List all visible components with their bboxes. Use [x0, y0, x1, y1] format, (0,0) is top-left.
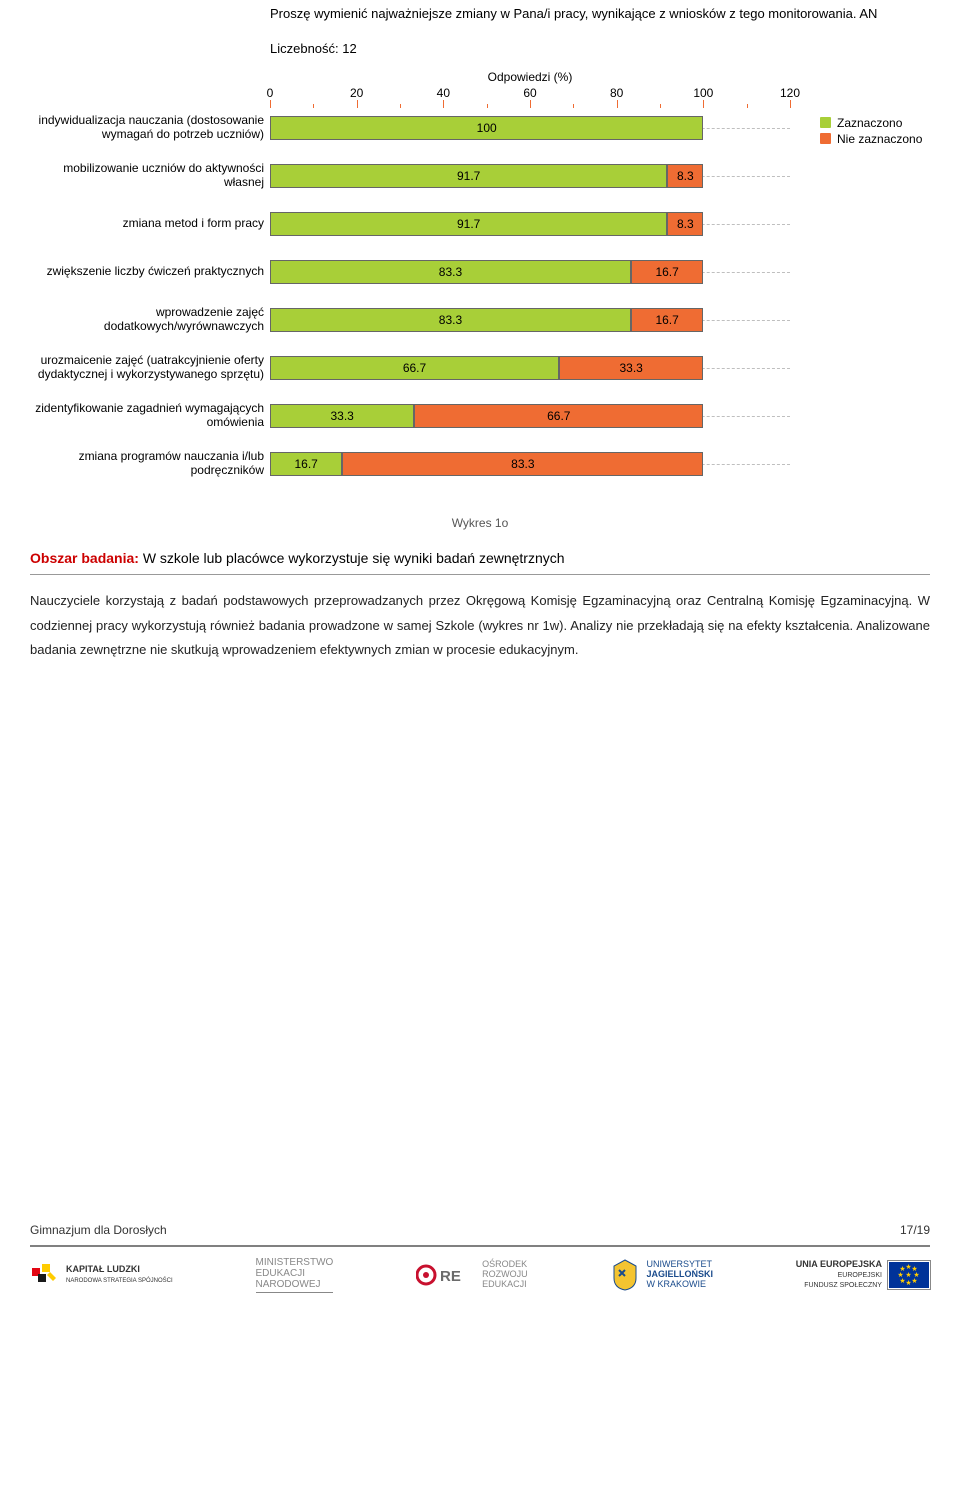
bar-segment-yes: 33.3: [270, 404, 414, 428]
bar-segment-yes: 100: [270, 116, 703, 140]
logo-men: MINISTERSTWO EDUKACJI NARODOWEJ: [256, 1257, 334, 1293]
legend-swatch: [820, 133, 831, 144]
chart-rows: indywidualizacja nauczania (dostosowanie…: [30, 104, 790, 488]
row-label: indywidualizacja nauczania (dostosowanie…: [30, 114, 270, 142]
bar-segment-no: 16.7: [631, 308, 703, 332]
row-label: zmiana programów nauczania i/lub podręcz…: [30, 450, 270, 478]
uj-text: UNIWERSYTET JAGIELLOŃSKI W KRAKOWIE: [646, 1260, 713, 1290]
row-label: wprowadzenie zajęć dodatkowych/wyrównawc…: [30, 306, 270, 334]
legend-label: Nie zaznaczono: [837, 132, 922, 146]
logo-ore: RE OŚRODEK ROZWOJU EDUKACJI: [416, 1260, 528, 1290]
chart-container: Proszę wymienić najważniejsze zmiany w P…: [30, 6, 930, 488]
row-label: urozmaicenie zajęć (uatrakcyjnienie ofer…: [30, 354, 270, 382]
legend-item: Zaznaczono: [820, 116, 922, 130]
footer-left: Gimnazjum dla Dorosłych: [30, 1223, 167, 1237]
axis-top: 020406080100120: [270, 86, 790, 104]
body-text: Nauczyciele korzystają z badań podstawow…: [30, 589, 930, 663]
logo-kapital: KAPITAŁ LUDZKI NARODOWA STRATEGIA SPÓJNO…: [30, 1260, 173, 1290]
section-divider: [30, 574, 930, 575]
eu-flag-icon: [888, 1261, 930, 1289]
legend-item: Nie zaznaczono: [820, 132, 922, 146]
axis-tick-label: 120: [780, 86, 800, 100]
row-label: zwiększenie liczby ćwiczeń praktycznych: [30, 265, 270, 279]
row-label: mobilizowanie uczniów do aktywności włas…: [30, 162, 270, 190]
svg-text:RE: RE: [440, 1268, 461, 1285]
page-footer: Gimnazjum dla Dorosłych 17/19: [30, 1223, 930, 1245]
men-text: MINISTERSTWO EDUKACJI NARODOWEJ: [256, 1257, 334, 1293]
legend-label: Zaznaczono: [837, 116, 902, 130]
chart-row: wprowadzenie zajęć dodatkowych/wyrównawc…: [30, 296, 790, 344]
uj-icon: [610, 1260, 640, 1290]
axis-tick-label: 0: [267, 86, 274, 100]
chart-row: urozmaicenie zajęć (uatrakcyjnienie ofer…: [30, 344, 790, 392]
chart-row: zmiana programów nauczania i/lub podręcz…: [30, 440, 790, 488]
row-label: zidentyfikowanie zagadnień wymagających …: [30, 402, 270, 430]
ore-text: OŚRODEK ROZWOJU EDUKACJI: [482, 1260, 528, 1290]
bar-segment-no: 83.3: [342, 452, 703, 476]
section-text: W szkole lub placówce wykorzystuje się w…: [143, 550, 565, 566]
chart-row: zwiększenie liczby ćwiczeń praktycznych8…: [30, 248, 790, 296]
bar-segment-no: 66.7: [414, 404, 703, 428]
ore-icon: RE: [416, 1260, 476, 1290]
bar-segment-yes: 16.7: [270, 452, 342, 476]
section-label: Obszar badania:: [30, 550, 139, 566]
chart-row: mobilizowanie uczniów do aktywności włas…: [30, 152, 790, 200]
axis-title: Odpowiedzi (%): [270, 70, 790, 84]
chart-count: Liczebność: 12: [270, 41, 930, 56]
logo-strip: KAPITAŁ LUDZKI NARODOWA STRATEGIA SPÓJNO…: [30, 1245, 930, 1293]
bar-segment-no: 8.3: [667, 164, 703, 188]
axis-tick-label: 100: [693, 86, 713, 100]
axis-tick-label: 40: [437, 86, 450, 100]
eu-text: UNIA EUROPEJSKA EUROPEJSKI FUNDUSZ SPOŁE…: [796, 1260, 882, 1290]
chart-legend: Zaznaczono Nie zaznaczono: [820, 116, 922, 148]
kapital-text: KAPITAŁ LUDZKI NARODOWA STRATEGIA SPÓJNO…: [66, 1265, 173, 1285]
figure-caption: Wykres 1o: [30, 516, 930, 530]
bar-segment-yes: 83.3: [270, 260, 631, 284]
row-label: zmiana metod i form pracy: [30, 217, 270, 231]
logo-uj: UNIWERSYTET JAGIELLOŃSKI W KRAKOWIE: [610, 1260, 713, 1290]
bar-segment-yes: 91.7: [270, 212, 667, 236]
kapital-icon: [30, 1260, 60, 1290]
bar-segment-no: 33.3: [559, 356, 703, 380]
chart-row: indywidualizacja nauczania (dostosowanie…: [30, 104, 790, 152]
footer-right: 17/19: [900, 1223, 930, 1237]
chart-row: zidentyfikowanie zagadnień wymagających …: [30, 392, 790, 440]
bar-segment-no: 8.3: [667, 212, 703, 236]
axis-tick-label: 60: [523, 86, 536, 100]
section-title: Obszar badania: W szkole lub placówce wy…: [30, 550, 930, 566]
chart-plot: 020406080100120 indywidualizacja nauczan…: [30, 86, 790, 488]
axis-tick-label: 20: [350, 86, 363, 100]
axis-tick-label: 80: [610, 86, 623, 100]
chart-row: zmiana metod i form pracy91.78.3: [30, 200, 790, 248]
logo-eu: UNIA EUROPEJSKA EUROPEJSKI FUNDUSZ SPOŁE…: [796, 1260, 930, 1290]
chart-title: Proszę wymienić najważniejsze zmiany w P…: [270, 6, 930, 23]
legend-swatch: [820, 117, 831, 128]
bar-segment-no: 16.7: [631, 260, 703, 284]
bar-segment-yes: 66.7: [270, 356, 559, 380]
bar-segment-yes: 91.7: [270, 164, 667, 188]
bar-segment-yes: 83.3: [270, 308, 631, 332]
